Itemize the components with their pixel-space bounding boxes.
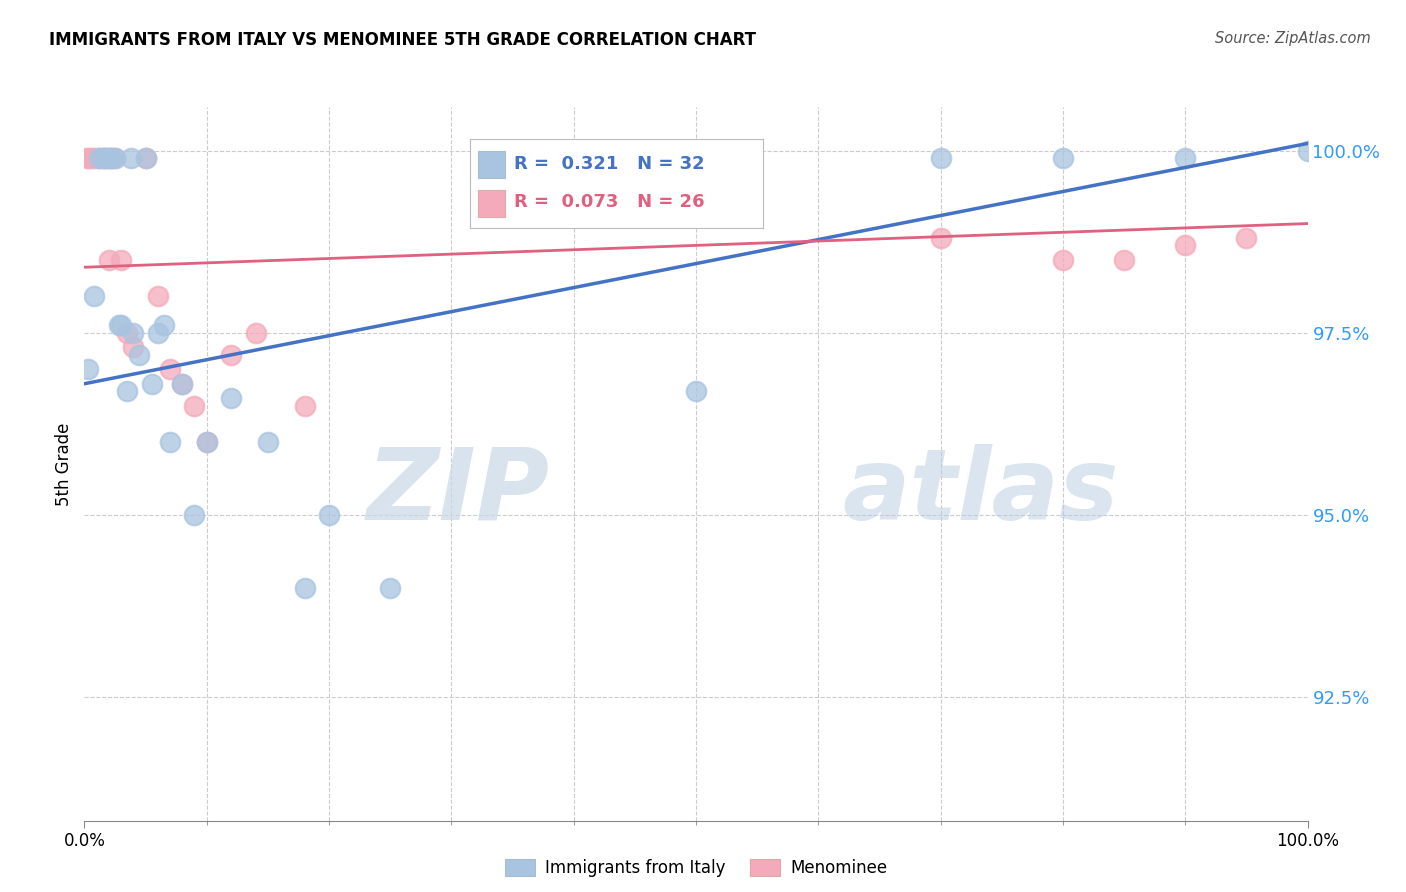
Point — [77, 362, 100, 376]
Point — [929, 151, 952, 165]
Point — [91, 151, 114, 165]
Point — [195, 435, 218, 450]
Point — [183, 508, 205, 522]
Text: Source: ZipAtlas.com: Source: ZipAtlas.com — [1215, 31, 1371, 46]
FancyBboxPatch shape — [478, 190, 505, 217]
Point — [87, 151, 110, 165]
Point — [100, 151, 122, 165]
Point — [1052, 252, 1074, 267]
Point — [96, 151, 118, 165]
Point — [83, 289, 105, 303]
Point — [380, 581, 402, 595]
Point — [257, 435, 280, 450]
Point — [153, 318, 176, 333]
Point — [122, 326, 145, 340]
Point — [141, 376, 163, 391]
Point — [183, 399, 205, 413]
Point — [294, 399, 316, 413]
Point — [110, 252, 132, 267]
Point — [146, 289, 169, 303]
Point — [685, 384, 707, 398]
Point — [1296, 144, 1319, 158]
Point — [76, 151, 98, 165]
Point — [219, 348, 242, 362]
Text: ZIP: ZIP — [366, 444, 550, 541]
Text: atlas: atlas — [842, 444, 1119, 541]
Point — [1114, 252, 1136, 267]
Point — [96, 151, 118, 165]
Point — [97, 151, 120, 165]
Point — [135, 151, 157, 165]
Point — [929, 231, 952, 245]
Point — [159, 362, 181, 376]
Point — [1174, 151, 1197, 165]
Point — [79, 151, 101, 165]
Point — [159, 435, 181, 450]
Point — [219, 392, 242, 406]
Point — [83, 151, 105, 165]
Point — [122, 340, 145, 354]
Text: R =  0.321   N = 32: R = 0.321 N = 32 — [513, 154, 704, 173]
Point — [104, 151, 127, 165]
Point — [91, 151, 114, 165]
Point — [1234, 231, 1257, 245]
Point — [87, 151, 110, 165]
Point — [107, 318, 129, 333]
Point — [115, 326, 138, 340]
Point — [100, 151, 122, 165]
Point — [146, 326, 169, 340]
Text: R =  0.073   N = 26: R = 0.073 N = 26 — [513, 193, 704, 211]
FancyBboxPatch shape — [478, 151, 505, 178]
Point — [1174, 238, 1197, 252]
Text: IMMIGRANTS FROM ITALY VS MENOMINEE 5TH GRADE CORRELATION CHART: IMMIGRANTS FROM ITALY VS MENOMINEE 5TH G… — [49, 31, 756, 49]
Point — [120, 151, 142, 165]
Y-axis label: 5th Grade: 5th Grade — [55, 422, 73, 506]
Point — [318, 508, 340, 522]
Point — [128, 348, 150, 362]
Point — [115, 384, 138, 398]
Point — [294, 581, 316, 595]
Point — [172, 376, 194, 391]
Point — [110, 318, 132, 333]
Point — [97, 252, 120, 267]
Legend: Immigrants from Italy, Menominee: Immigrants from Italy, Menominee — [498, 852, 894, 884]
Point — [172, 376, 194, 391]
Point — [135, 151, 157, 165]
Point — [104, 151, 127, 165]
Point — [195, 435, 218, 450]
Point — [245, 326, 267, 340]
Point — [1052, 151, 1074, 165]
